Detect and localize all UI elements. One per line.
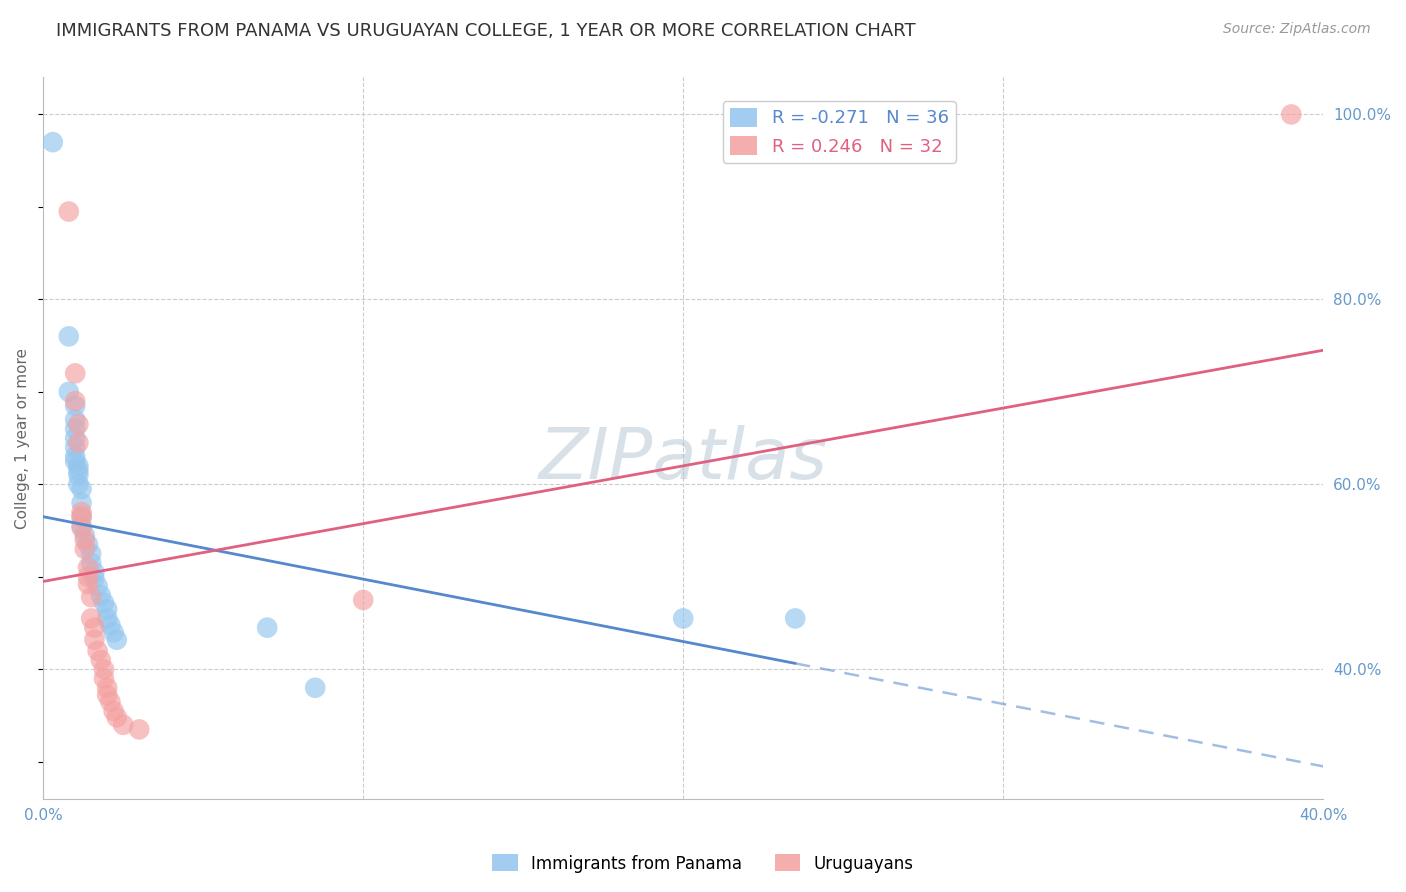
Point	[63, 399, 86, 413]
Point	[70, 521, 93, 535]
Point	[63, 394, 86, 409]
Point	[77, 537, 100, 551]
Point	[70, 496, 93, 510]
Point	[112, 718, 135, 732]
Point	[63, 431, 86, 445]
Point	[42, 135, 65, 149]
Point	[86, 644, 108, 658]
Point	[90, 653, 112, 667]
Point	[832, 847, 855, 862]
Point	[63, 450, 86, 464]
Text: ZIPatlas: ZIPatlas	[538, 425, 828, 494]
Point	[70, 509, 93, 524]
Point	[93, 672, 115, 686]
Point	[63, 441, 86, 455]
Point	[83, 621, 105, 635]
Point	[63, 367, 86, 381]
Point	[100, 618, 122, 632]
Point	[77, 577, 100, 591]
Point	[70, 482, 93, 496]
Point	[80, 611, 103, 625]
Point	[93, 662, 115, 676]
Point	[70, 509, 93, 524]
Point	[70, 505, 93, 519]
Point	[105, 710, 128, 724]
Point	[105, 632, 128, 647]
Point	[80, 556, 103, 570]
Point	[785, 611, 807, 625]
Point	[63, 422, 86, 436]
Point	[96, 688, 118, 702]
Point	[80, 547, 103, 561]
Point	[67, 417, 90, 432]
Point	[70, 519, 93, 533]
Point	[96, 681, 118, 695]
Legend: Immigrants from Panama, Uruguayans: Immigrants from Panama, Uruguayans	[486, 847, 920, 880]
Point	[73, 542, 96, 557]
Point	[67, 458, 90, 473]
Point	[67, 435, 90, 450]
Point	[256, 621, 278, 635]
Point	[93, 596, 115, 610]
Point	[352, 593, 374, 607]
Point	[67, 463, 90, 477]
Point	[58, 329, 80, 343]
Point	[67, 468, 90, 483]
Y-axis label: College, 1 year or more: College, 1 year or more	[15, 348, 30, 529]
Point	[100, 695, 122, 709]
Point	[86, 579, 108, 593]
Point	[63, 454, 86, 468]
Point	[73, 533, 96, 547]
Point	[96, 611, 118, 625]
Point	[77, 560, 100, 574]
Point	[1279, 107, 1302, 121]
Point	[96, 602, 118, 616]
Point	[304, 681, 326, 695]
Point	[83, 632, 105, 647]
Point	[77, 570, 100, 584]
Point	[83, 572, 105, 586]
Point	[73, 528, 96, 542]
Point	[63, 412, 86, 426]
Point	[58, 384, 80, 399]
Point	[103, 625, 125, 640]
Point	[58, 204, 80, 219]
Legend: R = -0.271   N = 36, R = 0.246   N = 32: R = -0.271 N = 36, R = 0.246 N = 32	[723, 101, 956, 163]
Text: Source: ZipAtlas.com: Source: ZipAtlas.com	[1223, 22, 1371, 37]
Point	[128, 723, 150, 737]
Point	[90, 588, 112, 602]
Point	[103, 704, 125, 718]
Text: IMMIGRANTS FROM PANAMA VS URUGUAYAN COLLEGE, 1 YEAR OR MORE CORRELATION CHART: IMMIGRANTS FROM PANAMA VS URUGUAYAN COLL…	[56, 22, 915, 40]
Point	[672, 611, 695, 625]
Point	[80, 590, 103, 604]
Point	[67, 477, 90, 491]
Point	[83, 565, 105, 579]
